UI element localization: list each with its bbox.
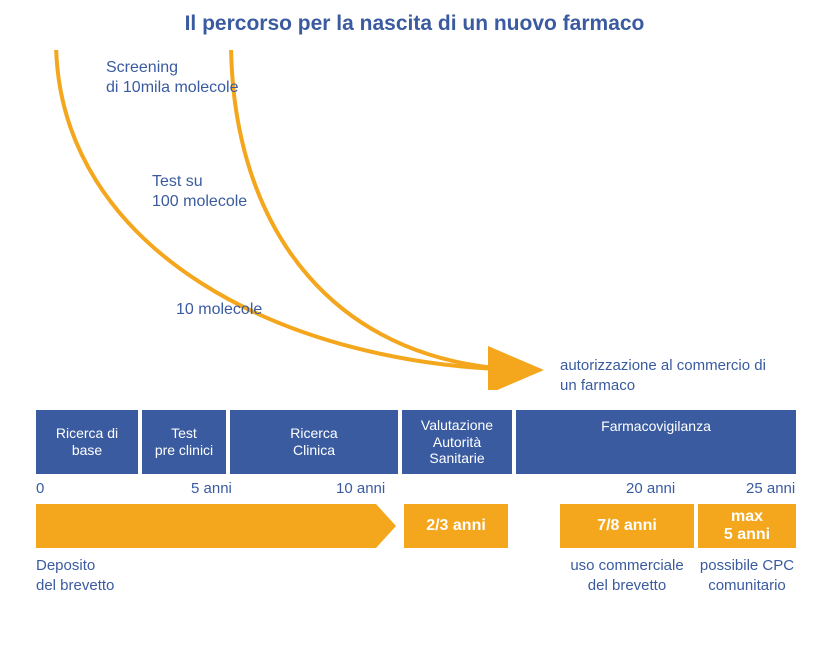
- funnel-curves: [36, 50, 796, 390]
- timeline-seg-label: RicercaClinica: [290, 425, 337, 459]
- label-auth-l2: un farmaco: [560, 377, 635, 394]
- timeline-segment: ValutazioneAutoritàSanitarie: [402, 410, 512, 474]
- timeline-segment: Farmacovigilanza: [516, 410, 796, 474]
- label-authorization: autorizzazione al commercio di un farmac…: [560, 356, 766, 395]
- outer-curve: [56, 50, 536, 370]
- orange-row: 2/3 anni 7/8 anni max5 anni: [36, 504, 796, 548]
- orange-block-label: 2/3 anni: [426, 517, 486, 535]
- year-tick: 5 anni: [191, 480, 232, 497]
- orange-block-label: 7/8 anni: [597, 517, 657, 535]
- curves-area: Screening di 10mila molecole Test su 100…: [36, 50, 796, 390]
- label-screening-l1: Screening: [106, 59, 178, 76]
- label-test100-l1: Test su: [152, 173, 203, 190]
- label-auth-l1: autorizzazione al commercio di: [560, 357, 766, 374]
- timeline-segment: RicercaClinica: [230, 410, 398, 474]
- timeline-segment: Testpre clinici: [142, 410, 226, 474]
- bottom-labels: Depositodel brevetto uso commercialedel b…: [36, 556, 796, 606]
- label-test100-l2: 100 molecole: [152, 193, 247, 210]
- label-mol10: 10 molecole: [176, 300, 262, 320]
- bottom-label: Depositodel brevetto: [36, 556, 114, 595]
- label-mol10-l1: 10 molecole: [176, 301, 262, 318]
- label-screening-l2: di 10mila molecole: [106, 79, 239, 96]
- timeline-segment: Ricerca dibase: [36, 410, 138, 474]
- timeline-seg-label: Ricerca dibase: [56, 425, 118, 459]
- year-tick: 20 anni: [626, 480, 675, 497]
- orange-block: 7/8 anni: [560, 504, 694, 548]
- label-screening: Screening di 10mila molecole: [106, 58, 239, 98]
- year-tick: 0: [36, 480, 44, 497]
- orange-arrow: [36, 504, 396, 548]
- year-tick: 25 anni: [746, 480, 795, 497]
- bottom-label: uso commercialedel brevetto: [560, 556, 694, 595]
- orange-block: max5 anni: [698, 504, 796, 548]
- timeline-seg-label: Farmacovigilanza: [601, 418, 711, 435]
- orange-block: 2/3 anni: [404, 504, 508, 548]
- page-title: Il percorso per la nascita di un nuovo f…: [0, 12, 829, 36]
- orange-block-label: max5 anni: [724, 508, 770, 543]
- label-test100: Test su 100 molecole: [152, 172, 247, 212]
- timeline-bar: Ricerca dibase Testpre clinici RicercaClin…: [36, 410, 796, 474]
- timeline-seg-label: Testpre clinici: [155, 425, 213, 459]
- bottom-label: possibile CPCcomunitario: [698, 556, 796, 595]
- timeline-seg-label: ValutazioneAutoritàSanitarie: [421, 417, 493, 467]
- year-tick: 10 anni: [336, 480, 385, 497]
- years-row: 0 5 anni 10 anni 20 anni 25 anni: [36, 480, 796, 500]
